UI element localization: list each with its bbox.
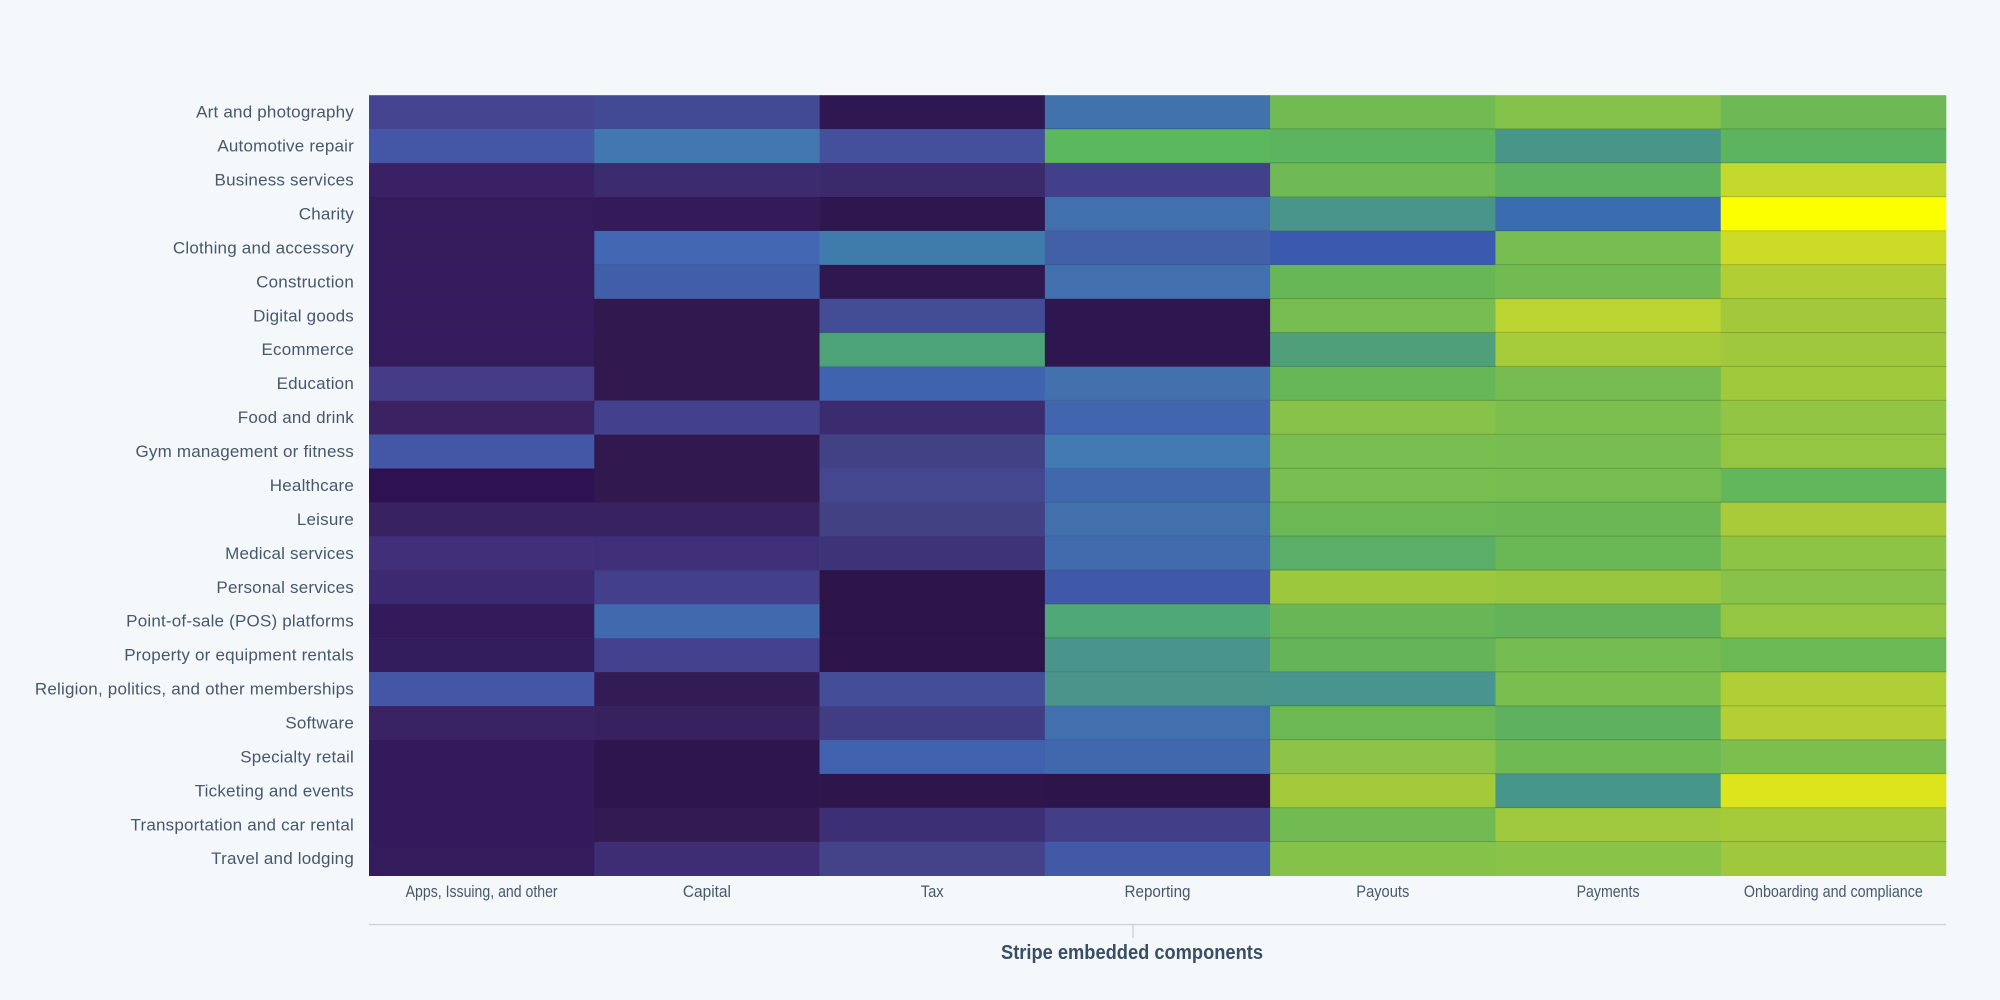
svg-text:Apps, Issuing, and other: Apps, Issuing, and other xyxy=(406,882,558,901)
svg-text:Payouts: Payouts xyxy=(1356,882,1409,901)
svg-text:Food and drink: Food and drink xyxy=(238,408,355,427)
svg-text:Capital: Capital xyxy=(683,882,731,901)
svg-text:Automotive repair: Automotive repair xyxy=(217,137,354,156)
svg-text:Personal services: Personal services xyxy=(216,578,354,597)
svg-text:Tax: Tax xyxy=(921,882,944,901)
svg-text:Travel and lodging: Travel and lodging xyxy=(211,849,354,868)
svg-text:Clothing and accessory: Clothing and accessory xyxy=(173,238,354,257)
svg-text:Stripe embedded components: Stripe embedded components xyxy=(1001,942,1263,964)
svg-text:Gym management or fitness: Gym management or fitness xyxy=(135,442,354,461)
svg-text:Digital goods: Digital goods xyxy=(253,306,354,325)
svg-text:Construction: Construction xyxy=(256,272,354,291)
svg-text:Specialty retail: Specialty retail xyxy=(240,747,354,766)
svg-text:Software: Software xyxy=(285,713,354,732)
svg-text:Art and photography: Art and photography xyxy=(196,103,354,122)
svg-text:Property or equipment rentals: Property or equipment rentals xyxy=(124,646,354,665)
svg-text:Medical services: Medical services xyxy=(225,544,354,563)
svg-text:Business services: Business services xyxy=(215,171,354,190)
svg-text:Religion, politics, and other: Religion, politics, and other membership… xyxy=(35,680,354,699)
svg-text:Transportation and car rental: Transportation and car rental xyxy=(131,815,354,834)
svg-text:Charity: Charity xyxy=(299,204,355,223)
svg-text:Reporting: Reporting xyxy=(1125,882,1191,901)
svg-text:Ecommerce: Ecommerce xyxy=(262,340,355,359)
svg-text:Ticketing and events: Ticketing and events xyxy=(195,781,354,800)
svg-text:Leisure: Leisure xyxy=(297,510,354,529)
svg-text:Payments: Payments xyxy=(1577,882,1640,901)
svg-text:Onboarding and compliance: Onboarding and compliance xyxy=(1744,882,1923,901)
svg-text:Education: Education xyxy=(277,374,354,393)
svg-text:Healthcare: Healthcare xyxy=(270,476,354,495)
svg-text:Point-of-sale (POS) platforms: Point-of-sale (POS) platforms xyxy=(126,612,354,631)
